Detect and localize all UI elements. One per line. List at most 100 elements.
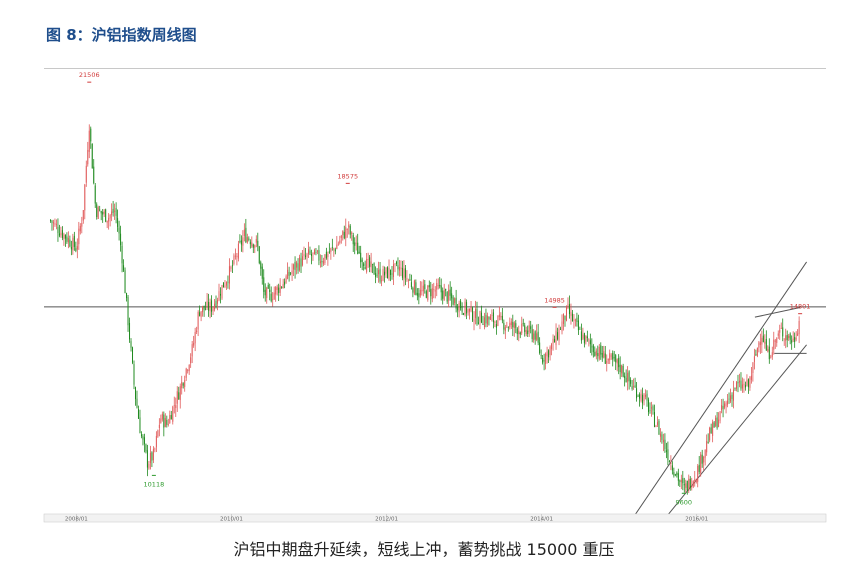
candle <box>513 321 515 337</box>
candle-body <box>225 282 227 286</box>
candle <box>373 262 375 275</box>
candle-body <box>333 248 335 250</box>
candle-body <box>315 252 317 254</box>
candle-body <box>592 345 594 353</box>
candle-body <box>516 328 518 335</box>
candle-body <box>709 427 711 441</box>
candle <box>661 431 663 444</box>
candle <box>310 249 312 265</box>
candle <box>345 218 347 247</box>
candle-body <box>603 351 605 358</box>
candle-body <box>51 220 53 223</box>
candle <box>712 419 714 443</box>
candle <box>148 460 150 470</box>
candle <box>449 281 451 301</box>
candle-body <box>521 323 523 334</box>
candle-body <box>269 289 271 293</box>
candle-body <box>448 289 450 301</box>
candle <box>676 471 678 478</box>
candle <box>771 346 773 360</box>
candle <box>460 299 462 311</box>
candle-body <box>677 473 679 481</box>
candle-body <box>554 339 556 343</box>
candle-body <box>461 306 463 312</box>
candle-body <box>580 331 582 341</box>
candle-body <box>770 356 772 358</box>
candle-body <box>94 185 96 204</box>
candle-body <box>208 302 210 311</box>
candle-body <box>642 394 644 404</box>
candle <box>403 260 405 287</box>
candle-body <box>476 309 478 325</box>
candle-body <box>750 375 752 380</box>
candle <box>334 247 336 255</box>
candle <box>685 479 687 493</box>
candle <box>558 324 560 346</box>
price-annotations: 21506 10118 18575 14985 9600 14801 <box>79 71 811 506</box>
trend-line-lower <box>664 344 807 520</box>
candle <box>509 317 511 330</box>
candle-body <box>542 357 544 363</box>
candle-body <box>188 365 190 372</box>
candle <box>236 253 238 266</box>
candle-body <box>217 299 219 304</box>
candle-body <box>598 346 600 359</box>
candle <box>227 275 229 289</box>
candle-body <box>731 394 733 400</box>
candle <box>703 455 705 471</box>
candle-body <box>397 265 399 270</box>
candle-body <box>172 406 174 422</box>
candle <box>330 247 332 260</box>
candle <box>249 239 251 249</box>
candle <box>677 468 679 486</box>
candle-body <box>758 342 760 348</box>
candle-body <box>633 386 635 387</box>
candle <box>674 473 676 477</box>
candle <box>290 272 292 276</box>
candle <box>272 292 274 307</box>
candle-body <box>96 204 98 217</box>
candle <box>157 429 159 438</box>
candle <box>545 352 547 370</box>
candle-body <box>591 346 593 348</box>
candle-body <box>73 235 75 247</box>
candle <box>688 474 690 494</box>
candle-body <box>357 242 359 255</box>
candle <box>515 319 517 334</box>
candle-body <box>463 313 465 315</box>
candle <box>231 260 233 274</box>
figure-title: 图 8：沪铝指数周线图 <box>46 26 197 44</box>
candle <box>744 381 746 391</box>
candle <box>792 331 794 343</box>
candle-body <box>112 208 114 213</box>
candle-body <box>555 330 557 346</box>
candle-body <box>279 285 281 293</box>
candle <box>139 409 141 434</box>
candle <box>565 305 567 322</box>
candle-body <box>610 355 612 357</box>
candle-body <box>743 383 745 386</box>
candle <box>485 308 487 328</box>
candle <box>768 338 770 364</box>
candle <box>375 266 377 284</box>
candle-body <box>458 303 460 313</box>
candle-body <box>58 233 60 236</box>
candle <box>466 299 468 320</box>
candle <box>472 306 474 323</box>
candle-body <box>738 380 740 383</box>
candle-body <box>321 261 323 263</box>
candle <box>798 316 800 344</box>
candle <box>154 447 156 453</box>
candle-body <box>486 315 488 325</box>
candle <box>439 277 441 289</box>
candle-body <box>403 268 405 280</box>
candle-body <box>719 411 721 421</box>
candle-body <box>586 336 588 339</box>
candle <box>628 370 630 390</box>
candle-body <box>467 309 469 313</box>
candle-body <box>90 128 92 142</box>
candle <box>328 243 330 254</box>
candle-body <box>703 456 705 463</box>
candle-body <box>54 222 56 225</box>
candle <box>686 480 688 495</box>
